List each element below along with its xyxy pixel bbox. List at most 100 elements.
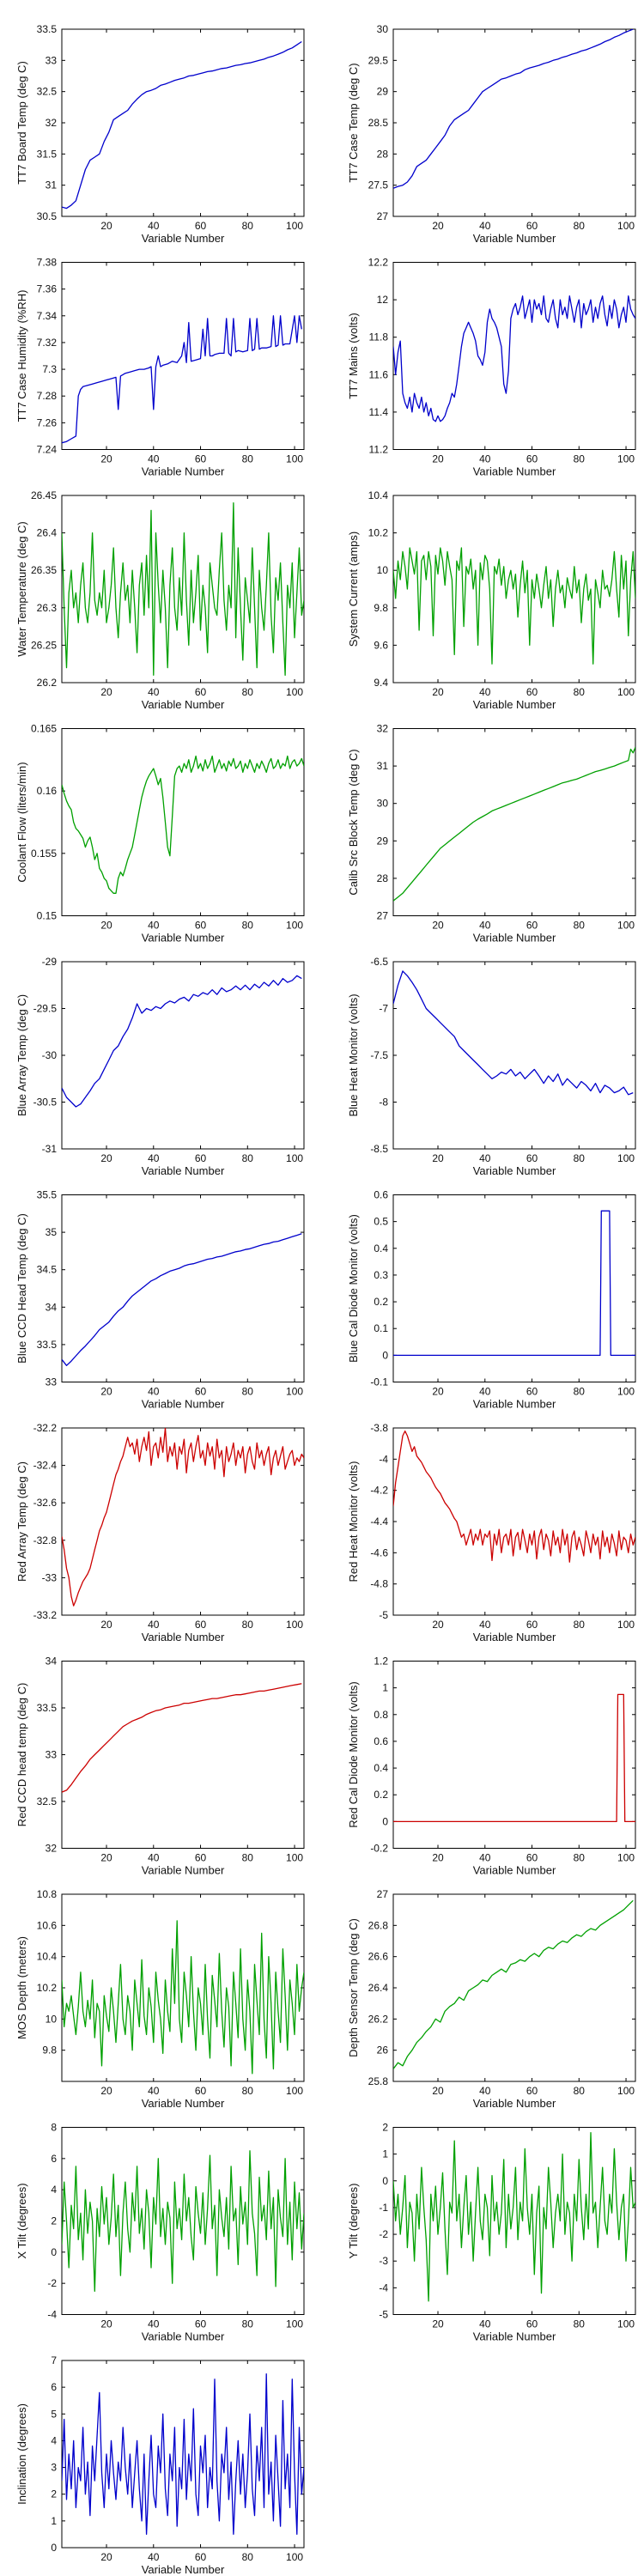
y-tick-label: 0 [382, 1349, 388, 1361]
x-tick-label: 60 [526, 453, 538, 465]
chart-panel-11: 20 40 60 80 100 33 33.5 34 34.5 35 35.5 Variable Nu… [15, 1189, 305, 1411]
x-tick-label: 100 [286, 686, 303, 698]
x-tick-label: 60 [526, 920, 538, 932]
y-tick-label: 9.6 [374, 639, 388, 651]
x-tick-label: 80 [574, 1152, 586, 1164]
y-tick-label: -7 [379, 1003, 388, 1015]
y-tick-label: -2 [47, 2277, 57, 2289]
x-tick-label: 60 [526, 1619, 538, 1631]
x-tick-label: 80 [242, 1619, 254, 1631]
y-tick-label: 30 [377, 23, 389, 35]
x-tick-label: 100 [286, 2318, 303, 2330]
x-tick-label: 20 [432, 920, 444, 932]
y-tick-label: 35.5 [37, 1189, 58, 1201]
y-tick-label: 27 [377, 1888, 389, 1900]
x-tick-label: 100 [286, 1852, 303, 1864]
series-line [393, 2132, 635, 2302]
y-tick-label: 28 [377, 872, 389, 884]
x-tick-label: 40 [479, 686, 491, 698]
x-tick-label: 80 [574, 1852, 586, 1864]
y-axis-label: Red CCD head temp (deg C) [15, 1683, 28, 1827]
chart-panel-14: 20 40 60 80 100 -5 -4.8 -4.6 -4.4 -4.2 -4 -3.8 Varia… [347, 1422, 636, 1643]
y-tick-label: 2 [382, 2122, 388, 2134]
x-tick-label: 60 [195, 2085, 207, 2097]
y-tick-label: 33.5 [37, 23, 58, 35]
y-tick-label: -8 [379, 1097, 388, 1109]
y-axis-label: Calib Src Block Temp (deg C) [347, 749, 360, 895]
chart-panel-4: 20 40 60 80 100 11.2 11.4 11.6 11.8 12 12.2 Variabl… [347, 257, 636, 478]
y-tick-label: 7.28 [37, 390, 58, 402]
y-tick-label: -29 [42, 956, 58, 968]
plot-area [61, 961, 305, 1150]
y-tick-label: -0.2 [370, 1843, 388, 1855]
x-axis-label: Variable Number [142, 465, 225, 478]
x-tick-label: 100 [617, 920, 635, 932]
x-tick-label: 40 [479, 1152, 491, 1164]
y-tick-label: 26.6 [368, 1951, 389, 1963]
y-tick-label: 12 [377, 294, 389, 306]
x-tick-label: 100 [617, 1619, 635, 1631]
y-tick-label: 0.155 [31, 848, 57, 860]
x-tick-label: 40 [148, 453, 160, 465]
plot-area [392, 495, 636, 683]
plot-area [392, 961, 636, 1150]
y-axis-label: TT7 Mains (volts) [347, 313, 360, 398]
series-line [393, 1210, 635, 1357]
x-tick-label: 100 [286, 2551, 303, 2563]
x-tick-label: 40 [148, 2318, 160, 2330]
x-tick-label: 40 [479, 2085, 491, 2097]
x-axis-label: Variable Number [142, 232, 225, 245]
y-axis-label: Coolant Flow (liters/min) [15, 762, 28, 882]
y-axis-label: TT7 Case Humidity (%RH) [15, 290, 28, 422]
y-tick-label: 32 [46, 117, 58, 129]
y-tick-label: 10.6 [37, 1919, 58, 1931]
x-axis-label: Variable Number [142, 1164, 225, 1177]
x-tick-label: 20 [100, 1852, 112, 1864]
y-tick-label: 25.8 [368, 2075, 389, 2087]
y-tick-label: 0.3 [374, 1269, 388, 1281]
x-tick-label: 40 [148, 920, 160, 932]
chart-panel-19: 20 40 60 80 100 -4 -2 0 2 4 6 8 Variable Number X Til… [15, 2122, 305, 2343]
x-tick-label: 40 [479, 220, 491, 232]
series-line [393, 1693, 635, 1823]
chart-panel-10: 20 40 60 80 100 -8.5 -8 -7.5 -7 -6.5 Variable Numb… [347, 956, 636, 1177]
x-tick-label: 80 [574, 920, 586, 932]
y-tick-label: 27.5 [368, 179, 389, 191]
x-tick-label: 40 [479, 1852, 491, 1864]
y-tick-label: -4 [379, 2281, 388, 2293]
y-axis-label: Blue CCD Head Temp (deg C) [15, 1213, 28, 1364]
x-tick-label: 60 [526, 2318, 538, 2330]
y-tick-label: 10.4 [368, 489, 389, 501]
x-axis-label: Variable Number [473, 698, 556, 711]
x-tick-label: 20 [432, 453, 444, 465]
x-tick-label: 60 [195, 686, 207, 698]
y-tick-label: 7.36 [37, 283, 58, 295]
chart-panel-1: 20 40 60 80 100 30.5 31 31.5 32 32.5 33 33.5 Variabl… [15, 23, 305, 245]
y-tick-label: -33 [42, 1571, 58, 1583]
x-axis-label: Variable Number [142, 2097, 225, 2110]
y-axis-label: System Current (amps) [347, 532, 360, 647]
y-tick-label: 29.5 [368, 54, 389, 66]
x-tick-label: 20 [432, 220, 444, 232]
y-tick-label: 3 [51, 2462, 57, 2474]
plot-area [61, 1427, 305, 1616]
x-tick-label: 80 [242, 2318, 254, 2330]
y-tick-label: 9.8 [42, 2044, 57, 2057]
x-tick-label: 20 [100, 920, 112, 932]
y-tick-label: -32.4 [33, 1460, 58, 1472]
plot-area [392, 728, 636, 916]
y-axis-label: Red Heat Monitor (volts) [347, 1461, 360, 1583]
y-axis-label: Depth Sensor Temp (deg C) [347, 1918, 360, 2057]
y-tick-label: 0.4 [374, 1762, 388, 1774]
y-tick-label: 10 [377, 564, 389, 576]
x-tick-label: 60 [195, 2318, 207, 2330]
chart-panel-6: 20 40 60 80 100 9.4 9.6 9.8 10 10.2 10.4 Variable N… [347, 489, 636, 711]
y-tick-label: 26.3 [37, 602, 58, 614]
x-tick-label: 60 [195, 1386, 207, 1398]
y-tick-label: 28 [377, 148, 389, 160]
x-tick-label: 40 [148, 1386, 160, 1398]
y-axis-label: Red Array Temp (deg C) [15, 1461, 28, 1582]
y-tick-label: -29.5 [33, 1003, 58, 1015]
series-line [62, 755, 304, 894]
